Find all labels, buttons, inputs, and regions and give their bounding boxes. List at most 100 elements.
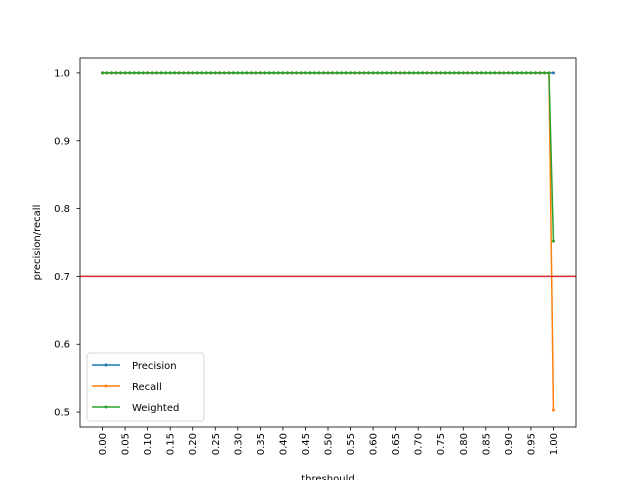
data-point bbox=[141, 71, 145, 75]
data-point bbox=[204, 71, 208, 75]
x-tick-label: 0.30 bbox=[233, 433, 244, 455]
data-point bbox=[497, 71, 501, 75]
data-point bbox=[240, 71, 244, 75]
data-point bbox=[258, 71, 262, 75]
data-point bbox=[385, 71, 389, 75]
data-point bbox=[533, 71, 537, 75]
data-point bbox=[367, 71, 371, 75]
data-point bbox=[137, 71, 141, 75]
data-point bbox=[349, 71, 353, 75]
x-tick-label: 0.85 bbox=[481, 433, 492, 455]
data-point bbox=[524, 71, 528, 75]
data-point bbox=[502, 71, 506, 75]
data-point bbox=[267, 71, 271, 75]
x-tick-label: 0.80 bbox=[459, 433, 470, 455]
data-point bbox=[551, 239, 555, 243]
data-point bbox=[105, 71, 109, 75]
x-tick-label: 0.55 bbox=[346, 433, 357, 455]
data-point bbox=[493, 71, 497, 75]
data-point bbox=[213, 71, 217, 75]
data-point bbox=[511, 71, 515, 75]
x-tick-label: 0.90 bbox=[504, 433, 515, 455]
data-point bbox=[479, 71, 483, 75]
legend-label: Recall bbox=[132, 382, 162, 393]
data-point bbox=[484, 71, 488, 75]
data-point bbox=[353, 71, 357, 75]
data-point bbox=[371, 71, 375, 75]
data-point bbox=[218, 71, 222, 75]
data-point bbox=[231, 71, 235, 75]
data-point bbox=[128, 71, 132, 75]
data-point bbox=[200, 71, 204, 75]
y-axis-label: precision/recall bbox=[32, 205, 43, 281]
data-point bbox=[529, 71, 533, 75]
data-point bbox=[191, 71, 195, 75]
data-point bbox=[159, 71, 163, 75]
x-tick-label: 0.70 bbox=[414, 433, 425, 455]
x-tick-label: 0.25 bbox=[211, 433, 222, 455]
data-point bbox=[520, 71, 524, 75]
data-point bbox=[155, 71, 159, 75]
data-point bbox=[457, 71, 461, 75]
data-point bbox=[376, 71, 380, 75]
data-point bbox=[276, 71, 280, 75]
data-point bbox=[412, 71, 416, 75]
data-point bbox=[249, 71, 253, 75]
data-point bbox=[434, 71, 438, 75]
data-point bbox=[164, 71, 168, 75]
data-point bbox=[421, 71, 425, 75]
x-tick-label: 0.20 bbox=[188, 433, 199, 455]
x-axis-label: threshould bbox=[301, 474, 354, 480]
data-point bbox=[466, 71, 470, 75]
data-point bbox=[101, 71, 105, 75]
data-point bbox=[290, 71, 294, 75]
data-point bbox=[475, 71, 479, 75]
data-point bbox=[182, 71, 186, 75]
data-point bbox=[236, 71, 240, 75]
x-tick-label: 0.00 bbox=[98, 433, 109, 455]
data-point bbox=[317, 71, 321, 75]
data-point bbox=[380, 71, 384, 75]
x-tick-label: 0.40 bbox=[278, 433, 289, 455]
data-point bbox=[461, 71, 465, 75]
data-point bbox=[285, 71, 289, 75]
y-tick-label: 0.9 bbox=[54, 136, 70, 147]
data-point bbox=[299, 71, 303, 75]
data-point bbox=[114, 71, 118, 75]
x-tick-label: 0.75 bbox=[436, 433, 447, 455]
data-point bbox=[195, 71, 199, 75]
data-point bbox=[551, 71, 555, 75]
x-tick-label: 0.15 bbox=[166, 433, 177, 455]
data-point bbox=[312, 71, 316, 75]
data-point bbox=[146, 71, 150, 75]
x-tick-label: 1.00 bbox=[549, 433, 560, 455]
x-tick-label: 0.10 bbox=[143, 433, 154, 455]
data-point bbox=[452, 71, 456, 75]
data-point bbox=[168, 71, 172, 75]
y-tick-label: 0.5 bbox=[54, 408, 70, 419]
data-point bbox=[119, 71, 123, 75]
x-tick-label: 0.05 bbox=[121, 433, 132, 455]
data-point bbox=[173, 71, 177, 75]
data-point bbox=[389, 71, 393, 75]
data-point bbox=[331, 71, 335, 75]
data-point bbox=[443, 71, 447, 75]
y-tick-label: 0.8 bbox=[54, 204, 70, 215]
y-tick-label: 0.6 bbox=[54, 340, 70, 351]
data-point bbox=[538, 71, 542, 75]
legend-box bbox=[86, 352, 205, 422]
data-point bbox=[448, 71, 452, 75]
data-point bbox=[227, 71, 231, 75]
data-point bbox=[209, 71, 213, 75]
data-point bbox=[254, 71, 258, 75]
data-point bbox=[340, 71, 344, 75]
y-tick-label: 0.7 bbox=[54, 272, 70, 283]
data-point bbox=[150, 71, 154, 75]
data-point bbox=[177, 71, 181, 75]
data-point bbox=[547, 71, 551, 75]
x-tick-label: 0.45 bbox=[301, 433, 312, 455]
data-point bbox=[245, 71, 249, 75]
x-tick-label: 0.35 bbox=[256, 433, 267, 455]
